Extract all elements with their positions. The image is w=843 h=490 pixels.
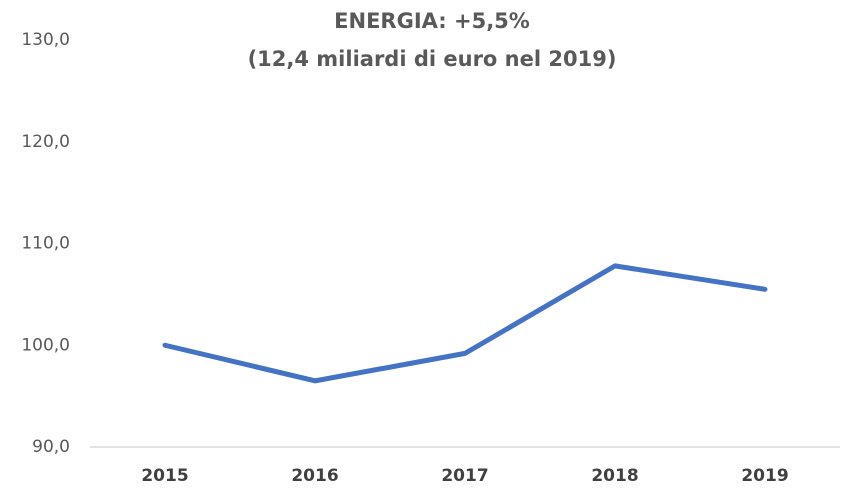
line-series bbox=[162, 263, 768, 384]
chart-subtitle: (12,4 miliardi di euro nel 2019) bbox=[248, 47, 617, 71]
x-tick-label: 2017 bbox=[441, 466, 488, 486]
x-tick-label: 2018 bbox=[591, 466, 638, 486]
x-tick-label: 2016 bbox=[291, 466, 338, 486]
y-tick-label: 100,0 bbox=[21, 335, 70, 355]
y-tick-label: 120,0 bbox=[21, 132, 70, 152]
chart-title: ENERGIA: +5,5% bbox=[334, 9, 530, 33]
y-tick-label: 130,0 bbox=[21, 30, 70, 50]
y-tick-label: 90,0 bbox=[32, 437, 70, 457]
y-tick-label: 110,0 bbox=[21, 234, 70, 254]
x-tick-label: 2019 bbox=[741, 466, 788, 486]
x-tick-label: 2015 bbox=[141, 466, 188, 486]
